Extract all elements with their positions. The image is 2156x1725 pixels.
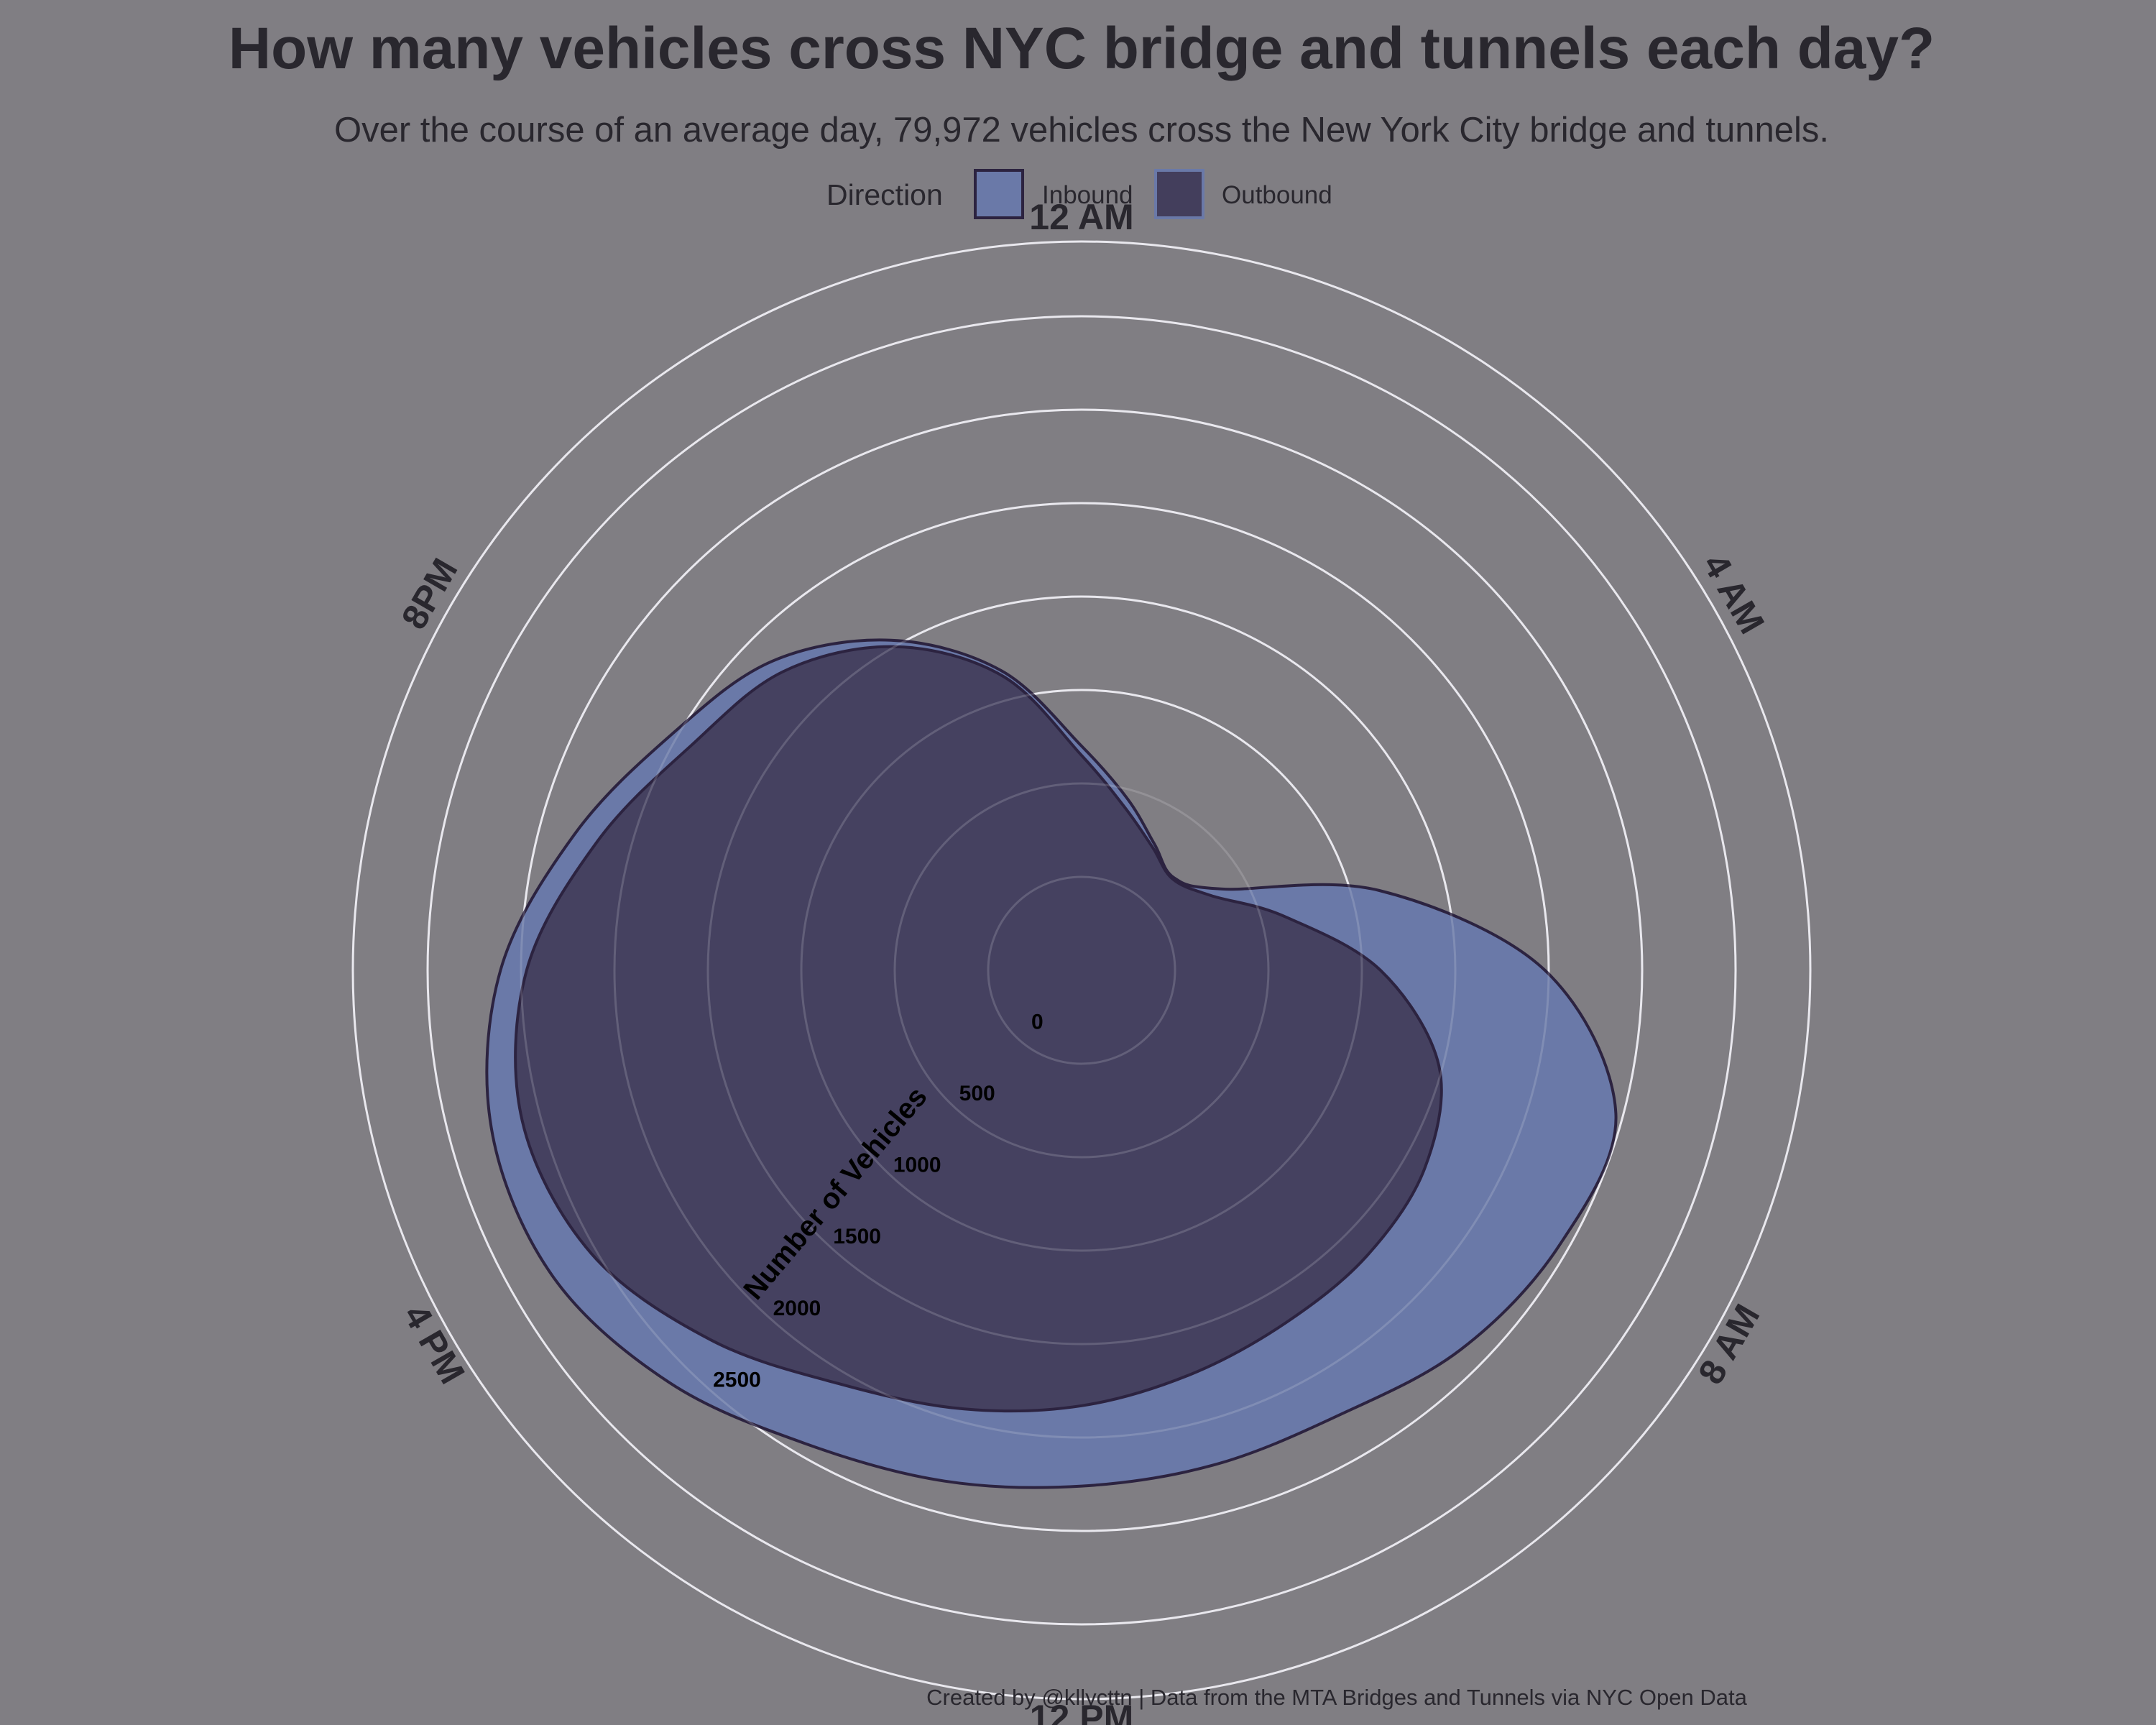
tick-label-500: 500 <box>959 1082 995 1105</box>
grid-ring-overlay-2500 <box>520 408 1644 1532</box>
grid-ring-3000 <box>426 315 1737 1626</box>
chart-title: How many vehicles cross NYC bridge and t… <box>229 16 1935 81</box>
grid-ring-overlay-500 <box>893 782 1270 1159</box>
tick-label-2500: 2500 <box>713 1368 761 1392</box>
legend-label-inbound: Inbound <box>1042 181 1133 209</box>
tick-label-1000: 1000 <box>893 1154 941 1177</box>
hour-label-12-pm: 12 PM <box>1030 1698 1134 1725</box>
radial-grid-overlay <box>520 408 1644 1532</box>
area-outbound <box>514 645 1443 1413</box>
legend-key-outbound <box>1154 169 1204 219</box>
chart-caption: Created by @kllycttn | Data from the MTA… <box>926 1685 1747 1710</box>
grid-ring-overlay-1000 <box>800 689 1363 1252</box>
legend-title: Direction <box>826 178 943 211</box>
tick-label-0: 0 <box>1031 1010 1044 1034</box>
data-areas <box>485 638 1618 1489</box>
legend: Direction Inbound Outbound <box>826 169 1332 219</box>
grid-ring-overlay-0 <box>987 875 1176 1065</box>
grid-ring-overlay-2000 <box>613 502 1550 1439</box>
legend-key-inbound <box>974 169 1024 219</box>
grid-ring-outer <box>351 240 1812 1701</box>
tick-label-1500: 1500 <box>833 1225 881 1248</box>
chart-subtitle: Over the course of an average day, 79,97… <box>334 111 1829 150</box>
legend-label-outbound: Outbound <box>1222 181 1332 209</box>
hour-label-12-am: 12 AM <box>1029 197 1133 237</box>
grid-ring-overlay-1500 <box>706 595 1457 1346</box>
tick-label-2000: 2000 <box>773 1297 821 1320</box>
radial-tick-labels: 0 500 1000 1500 2000 2500 <box>713 1010 1044 1392</box>
